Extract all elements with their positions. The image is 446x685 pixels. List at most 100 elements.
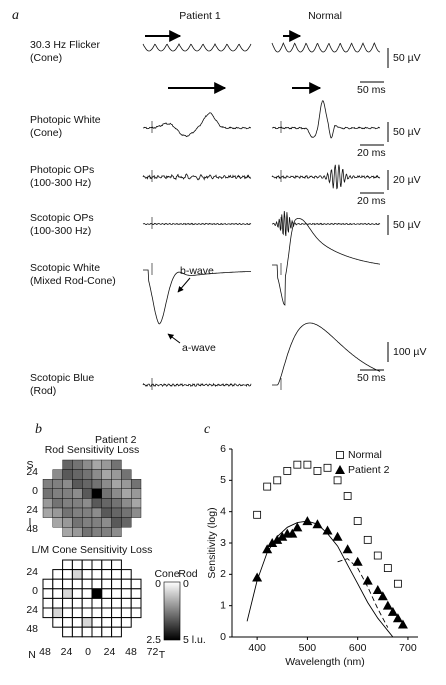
- data-point: [303, 460, 312, 469]
- map-y-tick: 48: [26, 523, 38, 535]
- map-y-tick: 0: [32, 485, 38, 497]
- map-cell: [91, 469, 103, 480]
- map-cell: [111, 488, 122, 499]
- row-label: Scotopic OPs: [30, 212, 94, 224]
- map-cell: [52, 469, 63, 480]
- map-cell: [91, 569, 103, 580]
- row-label: (Mixed Rod-Cone): [30, 275, 116, 287]
- map-cell: [130, 498, 142, 509]
- y-tick-label: 4: [220, 505, 226, 517]
- map-cell: [101, 479, 112, 490]
- data-point: [262, 544, 273, 554]
- y-axis-label: Sensitivity (log): [206, 507, 218, 578]
- map-cell: [71, 617, 83, 628]
- data-point: [342, 544, 353, 554]
- map-cell: [101, 469, 112, 480]
- map-cell: [52, 607, 64, 619]
- map-cell: [101, 488, 112, 499]
- map-x-tick: 72: [147, 646, 159, 658]
- map-y-tick: 24: [26, 504, 38, 516]
- map-cell: [91, 459, 103, 470]
- data-point: [353, 517, 362, 525]
- map-x-tick: 48: [125, 646, 137, 658]
- map-x-tick: 48: [39, 646, 51, 658]
- map-cell: [130, 488, 142, 499]
- map-cell: [130, 578, 142, 590]
- map-cell: [42, 597, 54, 609]
- erg-trace: [271, 164, 381, 190]
- map-cell: [111, 626, 122, 638]
- map-cell: [111, 527, 122, 538]
- map-cell: [81, 507, 93, 518]
- map-cell: [81, 617, 93, 628]
- map-cell: [81, 527, 93, 538]
- map-cell: [42, 588, 54, 599]
- map-x-tick: 0: [85, 646, 91, 658]
- y-tick-label: 2: [220, 568, 226, 580]
- row-label: (Rod): [30, 385, 56, 397]
- data-point: [383, 564, 392, 572]
- colorbar-label: 5 l.u.: [183, 634, 206, 646]
- map-cell: [130, 507, 142, 518]
- map-cell: [81, 498, 93, 509]
- map-cell: [101, 617, 113, 628]
- data-point: [292, 522, 303, 532]
- map-cell: [52, 597, 64, 609]
- scale-label: 50 µV: [393, 219, 421, 231]
- map-cell: [71, 607, 83, 619]
- map-cell: [130, 597, 142, 609]
- map-cell: [72, 479, 83, 490]
- map-cell: [71, 597, 83, 609]
- data-point: [372, 585, 383, 594]
- data-point: [273, 476, 282, 485]
- erg-trace: [272, 210, 381, 237]
- map-cell: [52, 569, 64, 580]
- map-cell: [111, 617, 122, 628]
- map-y-tick: 24: [26, 566, 38, 578]
- map-cell: [42, 479, 54, 490]
- data-point: [352, 556, 363, 566]
- legend-marker: [335, 465, 345, 474]
- data-point: [313, 467, 322, 475]
- data-point: [293, 460, 302, 469]
- data-point: [333, 476, 342, 485]
- map-cell: [72, 459, 83, 470]
- map-cell: [91, 607, 103, 619]
- map-cell: [121, 469, 132, 480]
- scale-label: 20 µV: [393, 174, 421, 186]
- map-cell: [91, 517, 103, 528]
- map-cell: [71, 578, 83, 590]
- map-cell: [101, 527, 112, 538]
- map-cell: [72, 517, 83, 528]
- map-cell: [81, 488, 93, 499]
- map-cell: [81, 479, 93, 490]
- map-cell: [91, 597, 103, 609]
- map-axis-label: N: [28, 649, 36, 661]
- map-cell: [101, 498, 112, 509]
- map-cell: [42, 578, 54, 590]
- map-cell: [42, 607, 54, 619]
- map-cell: [101, 459, 112, 470]
- x-tick-label: 700: [399, 642, 417, 654]
- map-cell: [101, 559, 113, 571]
- map-cell: [91, 578, 103, 590]
- y-tick-label: 1: [220, 599, 226, 611]
- annotation: a-wave: [182, 342, 216, 354]
- fit-curve: [246, 520, 394, 638]
- map-cell: [52, 507, 63, 518]
- map-cell: [91, 527, 103, 538]
- annotation-arrow: [167, 333, 181, 344]
- map-cell: [72, 507, 83, 518]
- data-point: [343, 492, 352, 500]
- map-cell: [111, 578, 122, 590]
- map-cell: [120, 588, 132, 599]
- map-cell: [62, 569, 73, 580]
- row-label: (Cone): [30, 52, 62, 64]
- map-title: L/M Cone Sensitivity Loss: [32, 544, 153, 556]
- scale-label: 50 ms: [357, 84, 386, 96]
- x-tick-label: 600: [349, 642, 367, 654]
- legend-label: Normal: [348, 449, 382, 461]
- map-cell: [62, 517, 73, 528]
